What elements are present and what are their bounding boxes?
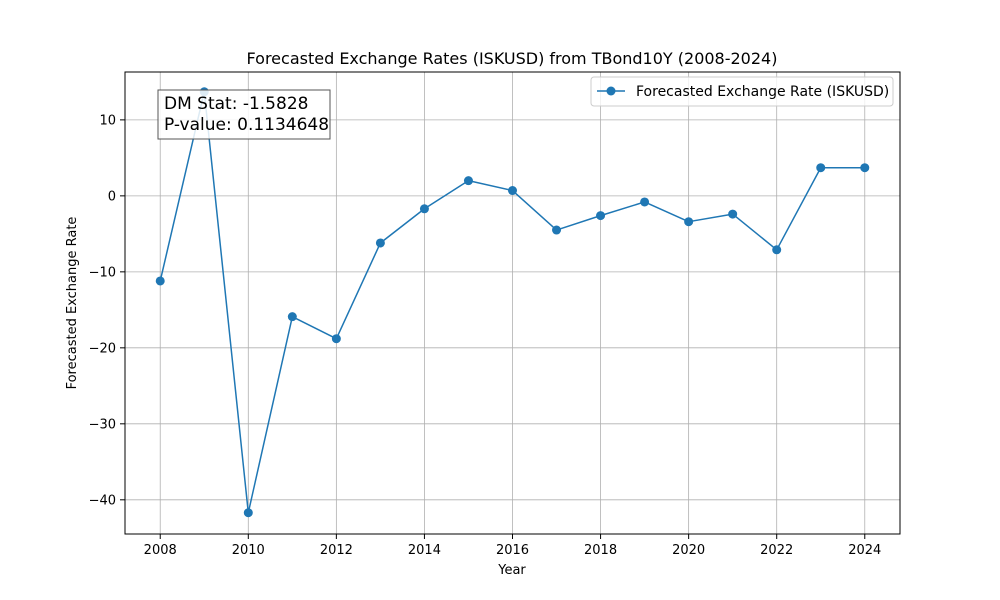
annotation-box (157, 89, 331, 140)
legend: Forecasted Exchange Rate (ISKUSD) (590, 76, 894, 107)
x-tick-label: 2020 (672, 543, 705, 558)
data-point (552, 225, 562, 235)
annotation-dm-stat: DM Stat: -1.5828 (164, 94, 308, 114)
x-tick-label: 2016 (496, 543, 529, 558)
annotation-p-value: P-value: 0.1134648 (164, 115, 329, 135)
data-point (640, 197, 650, 207)
y-tick-label: −10 (89, 265, 116, 280)
x-tick-label: 2022 (760, 543, 793, 558)
data-point (331, 334, 341, 344)
y-tick-label: −30 (89, 417, 116, 432)
data-point (772, 245, 782, 255)
data-point (463, 176, 473, 186)
x-tick-label: 2008 (144, 543, 177, 558)
data-point (508, 186, 517, 196)
data-point (419, 204, 429, 214)
data-point (816, 163, 826, 173)
legend-box (590, 76, 894, 107)
series-group (155, 87, 870, 518)
data-point (375, 238, 385, 248)
x-tick-label: 2024 (848, 543, 881, 558)
y-tick-label: 0 (108, 189, 116, 204)
grid (125, 72, 900, 534)
data-point (243, 508, 253, 518)
data-point (860, 163, 870, 173)
stats-annotation: DM Stat: -1.5828 P-value: 0.1134648 (157, 89, 331, 140)
x-tick-label: 2018 (584, 543, 617, 558)
y-tick-label: 10 (99, 113, 116, 128)
x-tick-label: 2010 (232, 543, 265, 558)
x-tick-label: 2012 (320, 543, 353, 558)
y-tick-label: −40 (89, 493, 116, 508)
legend-marker-swatch (606, 86, 616, 96)
x-axis-label: Year (497, 563, 526, 578)
chart-title: Forecasted Exchange Rates (ISKUSD) from … (247, 49, 778, 68)
data-point (287, 312, 297, 322)
axis-ticks: 2008 2010 2012 2014 2016 2018 2020 2022 2024 −40 −… (89, 113, 882, 558)
legend-label: Forecasted Exchange Rate (ISKUSD) (636, 84, 889, 100)
data-point (596, 211, 606, 221)
x-tick-label: 2014 (408, 543, 441, 558)
data-point (728, 209, 738, 219)
data-point (684, 217, 694, 227)
data-point (155, 276, 165, 286)
y-tick-label: −20 (89, 341, 116, 356)
y-axis-label: Forecasted Exchange Rate (65, 217, 80, 390)
